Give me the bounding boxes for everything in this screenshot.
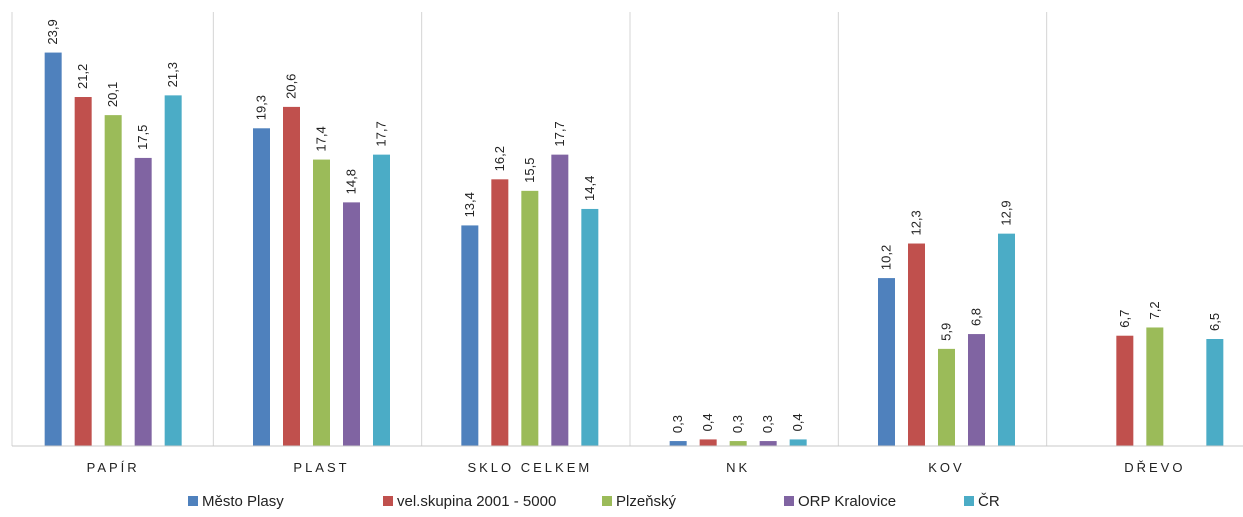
bar-kov-plzensky (938, 348, 955, 446)
legend-label: ORP Kralovice (798, 493, 896, 510)
data-label: 10,2 (879, 245, 894, 270)
bar-nk-mesto-plasy (669, 441, 687, 446)
data-label: 0,3 (730, 415, 745, 433)
legend-label: Plzeňský (616, 493, 677, 510)
bar-papir-plzensky (104, 115, 122, 446)
category-label: DŘEVO (1124, 460, 1185, 475)
data-label: 6,8 (969, 308, 984, 326)
data-label: 15,5 (522, 158, 537, 183)
bars-group (44, 52, 1224, 447)
category-label: KOV (928, 460, 964, 475)
bar-sklo-celkem-vel-skupina-2001-5000 (491, 179, 509, 447)
data-label: 0,4 (700, 413, 715, 431)
data-label: 14,8 (344, 169, 359, 194)
data-label: 6,7 (1117, 310, 1132, 328)
data-label: 21,2 (75, 64, 90, 89)
data-label: 17,7 (552, 121, 567, 146)
bar-sklo-celkem-mesto-plasy (461, 225, 479, 446)
data-label: 19,3 (254, 95, 269, 120)
bar-drevo-cr (1206, 339, 1224, 446)
bar-papir-mesto-plasy (44, 52, 62, 447)
legend-swatch (602, 496, 612, 506)
legend-swatch (383, 496, 393, 506)
category-label: SKLO CELKEM (467, 460, 592, 475)
legend-swatch (784, 496, 794, 506)
data-label: 21,3 (165, 62, 180, 87)
data-label: 20,1 (105, 82, 120, 107)
category-label: PLAST (293, 460, 349, 475)
data-label: 17,7 (374, 121, 389, 146)
category-separators (11, 12, 1048, 446)
data-label: 17,4 (314, 126, 329, 151)
bar-plast-plzensky (313, 159, 330, 447)
bar-plast-vel-skupina-2001-5000 (283, 106, 300, 447)
data-label: 23,9 (45, 19, 60, 44)
data-label: 0,3 (670, 415, 685, 433)
data-label: 5,9 (939, 323, 954, 341)
data-label: 6,5 (1207, 313, 1222, 331)
data-label: 7,2 (1147, 301, 1162, 319)
data-label: 12,3 (909, 210, 924, 235)
bar-sklo-celkem-cr (581, 208, 599, 446)
bar-plast-mesto-plasy (253, 128, 270, 447)
legend: Město Plasy vel.skupina 2001 - 5000 Plzeňs… (188, 493, 1000, 510)
bar-kov-vel-skupina-2001-5000 (908, 243, 925, 446)
bar-kov-cr (998, 233, 1015, 446)
legend-label: ČR (978, 493, 1000, 510)
bar-papir-vel-skupina-2001-5000 (74, 97, 92, 446)
category-label: PAPÍR (87, 460, 140, 475)
category-labels-group: PAPÍR PLAST SKLO CELKEM NK KOV DŘEVO (87, 460, 1185, 475)
category-label: NK (726, 460, 750, 475)
bar-nk-plzensky (729, 441, 747, 446)
bar-nk-orp-kralovice (759, 441, 777, 446)
bar-papir-orp-kralovice (134, 157, 152, 446)
data-label: 16,2 (492, 146, 507, 171)
bar-nk-cr (789, 439, 807, 446)
bar-sklo-celkem-plzensky (521, 190, 539, 446)
legend-swatch (188, 496, 198, 506)
data-label: 12,9 (999, 200, 1014, 225)
legend-swatch (964, 496, 974, 506)
bar-nk-vel-skupina-2001-5000 (699, 439, 717, 446)
bar-papir-cr (164, 95, 182, 446)
bar-kov-orp-kralovice (968, 334, 985, 446)
data-labels-group: 23,9 21,2 20,1 17,5 21,3 19,3 20,6 17,4 14,8 17,7… (45, 19, 1222, 433)
bar-plast-orp-kralovice (343, 202, 360, 446)
legend-label: vel.skupina 2001 - 5000 (397, 493, 556, 510)
data-label: 0,4 (790, 413, 805, 431)
bar-plast-cr (373, 154, 390, 446)
data-label: 13,4 (462, 192, 477, 217)
bar-sklo-celkem-orp-kralovice (551, 154, 569, 446)
bar-drevo-vel-skupina-2001-5000 (1116, 335, 1134, 446)
data-label: 17,5 (135, 125, 150, 150)
data-label: 0,3 (760, 415, 775, 433)
data-label: 14,4 (582, 176, 597, 201)
bar-drevo-plzensky (1146, 327, 1164, 446)
legend-label: Město Plasy (202, 493, 284, 510)
data-label: 20,6 (284, 74, 299, 99)
bar-kov-mesto-plasy (878, 278, 895, 446)
